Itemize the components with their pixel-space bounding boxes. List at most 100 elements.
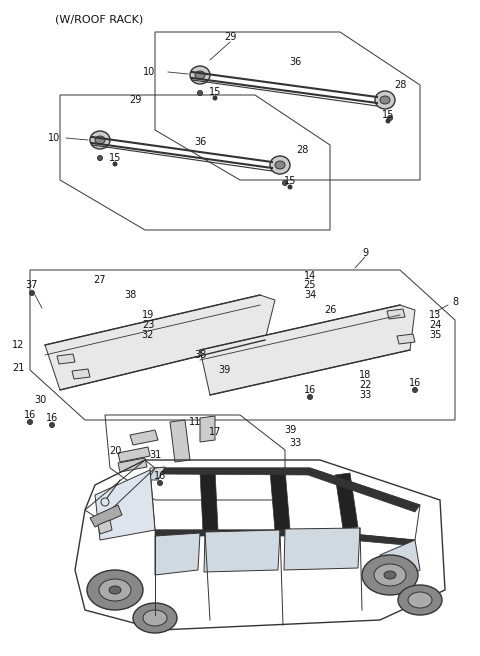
Text: 8: 8 bbox=[452, 297, 458, 307]
Ellipse shape bbox=[374, 564, 406, 586]
Ellipse shape bbox=[97, 155, 103, 161]
Ellipse shape bbox=[109, 586, 121, 594]
Ellipse shape bbox=[133, 603, 177, 633]
Polygon shape bbox=[118, 458, 147, 472]
Polygon shape bbox=[45, 295, 275, 390]
Text: 39: 39 bbox=[284, 425, 296, 435]
Text: 31: 31 bbox=[149, 450, 161, 460]
Text: 16: 16 bbox=[409, 378, 421, 388]
Ellipse shape bbox=[384, 571, 396, 579]
Polygon shape bbox=[200, 470, 218, 532]
Ellipse shape bbox=[362, 555, 418, 595]
Text: 28: 28 bbox=[296, 145, 308, 155]
Text: 15: 15 bbox=[382, 110, 394, 120]
Text: 16: 16 bbox=[304, 385, 316, 395]
Polygon shape bbox=[200, 416, 215, 442]
Text: 36: 36 bbox=[289, 57, 301, 67]
Polygon shape bbox=[335, 473, 358, 529]
Ellipse shape bbox=[90, 131, 110, 149]
Polygon shape bbox=[155, 530, 415, 545]
Polygon shape bbox=[155, 468, 420, 512]
Ellipse shape bbox=[113, 162, 117, 166]
Text: 9: 9 bbox=[362, 248, 368, 258]
Text: 12: 12 bbox=[12, 340, 24, 350]
Text: 38: 38 bbox=[124, 290, 136, 300]
Text: 21: 21 bbox=[12, 363, 24, 373]
Text: 28: 28 bbox=[394, 80, 406, 90]
Ellipse shape bbox=[412, 388, 418, 392]
Text: 27: 27 bbox=[94, 275, 106, 285]
Ellipse shape bbox=[380, 96, 390, 104]
Ellipse shape bbox=[408, 592, 432, 608]
Ellipse shape bbox=[49, 422, 55, 428]
Text: 29: 29 bbox=[224, 32, 236, 42]
Ellipse shape bbox=[157, 480, 163, 485]
Ellipse shape bbox=[270, 156, 290, 174]
Polygon shape bbox=[397, 334, 415, 344]
Ellipse shape bbox=[375, 91, 395, 109]
Ellipse shape bbox=[87, 570, 143, 610]
Polygon shape bbox=[118, 447, 150, 462]
Ellipse shape bbox=[275, 161, 285, 169]
Polygon shape bbox=[170, 420, 190, 462]
Ellipse shape bbox=[27, 419, 33, 424]
Ellipse shape bbox=[190, 66, 210, 84]
Ellipse shape bbox=[398, 585, 442, 615]
Text: 23: 23 bbox=[142, 320, 154, 330]
Text: 14: 14 bbox=[304, 271, 316, 281]
Ellipse shape bbox=[99, 579, 131, 601]
Text: 10: 10 bbox=[48, 133, 60, 143]
Polygon shape bbox=[72, 369, 90, 379]
Text: 24: 24 bbox=[429, 320, 441, 330]
Text: 13: 13 bbox=[429, 310, 441, 320]
Polygon shape bbox=[200, 305, 415, 395]
Text: 25: 25 bbox=[304, 280, 316, 290]
Text: 16: 16 bbox=[154, 471, 166, 481]
Text: 16: 16 bbox=[46, 413, 58, 423]
Text: (W/ROOF RACK): (W/ROOF RACK) bbox=[55, 14, 143, 24]
Text: 36: 36 bbox=[194, 137, 206, 147]
Polygon shape bbox=[130, 430, 158, 445]
Text: 11: 11 bbox=[189, 417, 201, 427]
Ellipse shape bbox=[283, 180, 288, 186]
Text: 34: 34 bbox=[304, 290, 316, 300]
Polygon shape bbox=[155, 533, 200, 575]
Polygon shape bbox=[387, 309, 405, 319]
Text: 19: 19 bbox=[142, 310, 154, 320]
Polygon shape bbox=[270, 469, 290, 531]
Ellipse shape bbox=[29, 291, 35, 295]
Text: 16: 16 bbox=[24, 410, 36, 420]
Text: 37: 37 bbox=[26, 280, 38, 290]
Text: 20: 20 bbox=[109, 446, 121, 456]
Polygon shape bbox=[95, 470, 155, 540]
Polygon shape bbox=[90, 505, 122, 527]
Text: 29: 29 bbox=[129, 95, 141, 105]
Polygon shape bbox=[148, 467, 165, 480]
Text: 10: 10 bbox=[143, 67, 155, 77]
Text: 35: 35 bbox=[429, 330, 441, 340]
Text: 30: 30 bbox=[34, 395, 46, 405]
Ellipse shape bbox=[143, 610, 167, 626]
Ellipse shape bbox=[197, 91, 203, 96]
Text: 26: 26 bbox=[324, 305, 336, 315]
Text: 33: 33 bbox=[359, 390, 371, 400]
Text: 15: 15 bbox=[209, 87, 221, 97]
Ellipse shape bbox=[195, 71, 205, 79]
Text: 38: 38 bbox=[194, 350, 206, 360]
Text: 33: 33 bbox=[289, 438, 301, 448]
Text: 15: 15 bbox=[284, 176, 296, 186]
Text: 15: 15 bbox=[109, 153, 121, 163]
Text: 32: 32 bbox=[142, 330, 154, 340]
Ellipse shape bbox=[288, 185, 292, 189]
Text: 18: 18 bbox=[359, 370, 371, 380]
Polygon shape bbox=[98, 520, 112, 534]
Ellipse shape bbox=[95, 136, 105, 144]
Ellipse shape bbox=[386, 119, 390, 123]
Polygon shape bbox=[57, 354, 75, 364]
Ellipse shape bbox=[213, 96, 217, 100]
Text: 17: 17 bbox=[209, 427, 221, 437]
Ellipse shape bbox=[387, 115, 393, 121]
Polygon shape bbox=[284, 528, 360, 570]
Text: 22: 22 bbox=[359, 380, 371, 390]
Ellipse shape bbox=[308, 394, 312, 400]
